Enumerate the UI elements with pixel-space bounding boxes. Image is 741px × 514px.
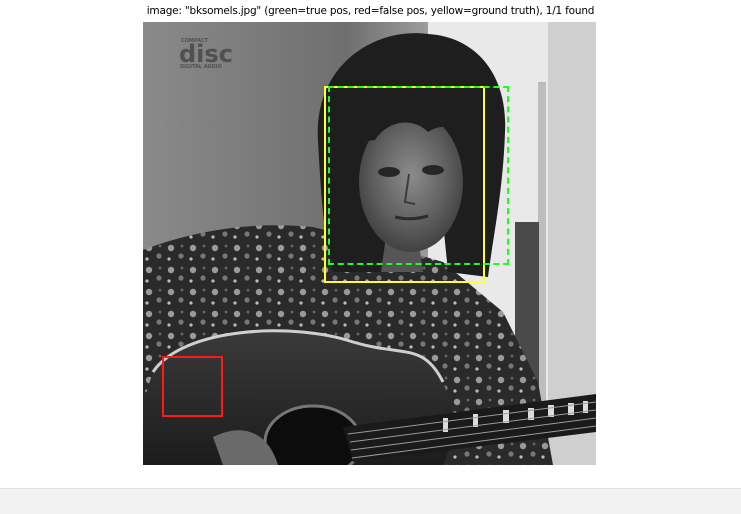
- grayscale-photo: COMPACT disc DIGITAL AUDIO: [143, 22, 596, 465]
- figure-title: image: "bksomels.jpg" (green=true pos, r…: [146, 5, 595, 17]
- figure-bottom-bar: [0, 488, 741, 514]
- true-positive-box: [328, 86, 509, 265]
- logo-bottom-text: DIGITAL AUDIO: [180, 64, 222, 70]
- false-positive-box: [162, 356, 223, 417]
- logo-main-text: disc: [179, 40, 233, 68]
- photo-axes: COMPACT disc DIGITAL AUDIO: [143, 22, 596, 465]
- logo-top-text: COMPACT: [181, 38, 209, 44]
- compact-disc-logo-icon: COMPACT disc DIGITAL AUDIO: [179, 38, 233, 70]
